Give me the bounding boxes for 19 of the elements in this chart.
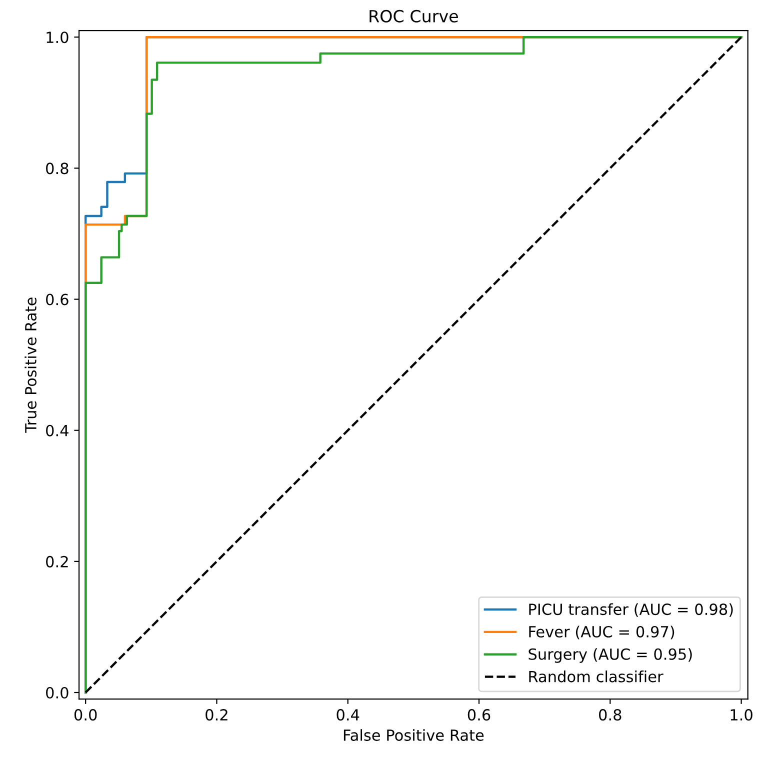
- chart-title: ROC Curve: [370, 10, 458, 22]
- x-tick-label: 1.0: [730, 709, 752, 721]
- y-axis-title: True Positive Rate: [24, 298, 37, 433]
- y-tick-label: 0.4: [46, 424, 68, 436]
- x-tick-label: 0.2: [206, 709, 228, 721]
- legend-label: Random classifier: [529, 670, 664, 682]
- legend-label: Surgery (AUC = 0.95): [528, 648, 692, 663]
- legend-label: PICU transfer (AUC = 0.98): [529, 603, 733, 617]
- y-tick-label: 0.0: [46, 686, 68, 699]
- x-tick-label: 0.8: [599, 709, 622, 721]
- y-tick-label: 0.6: [46, 294, 68, 306]
- y-tick-label: 0.2: [46, 556, 68, 568]
- y-tick-label: 1.0: [46, 32, 68, 44]
- x-tick-label: 0.6: [468, 709, 490, 721]
- x-axis-title: False Positive Rate: [344, 729, 484, 741]
- y-tick-label: 0.8: [46, 162, 68, 174]
- x-tick-label: 0.0: [74, 709, 97, 721]
- x-tick-label: 0.4: [336, 709, 360, 721]
- legend-label: Fever (AUC = 0.97): [529, 626, 674, 640]
